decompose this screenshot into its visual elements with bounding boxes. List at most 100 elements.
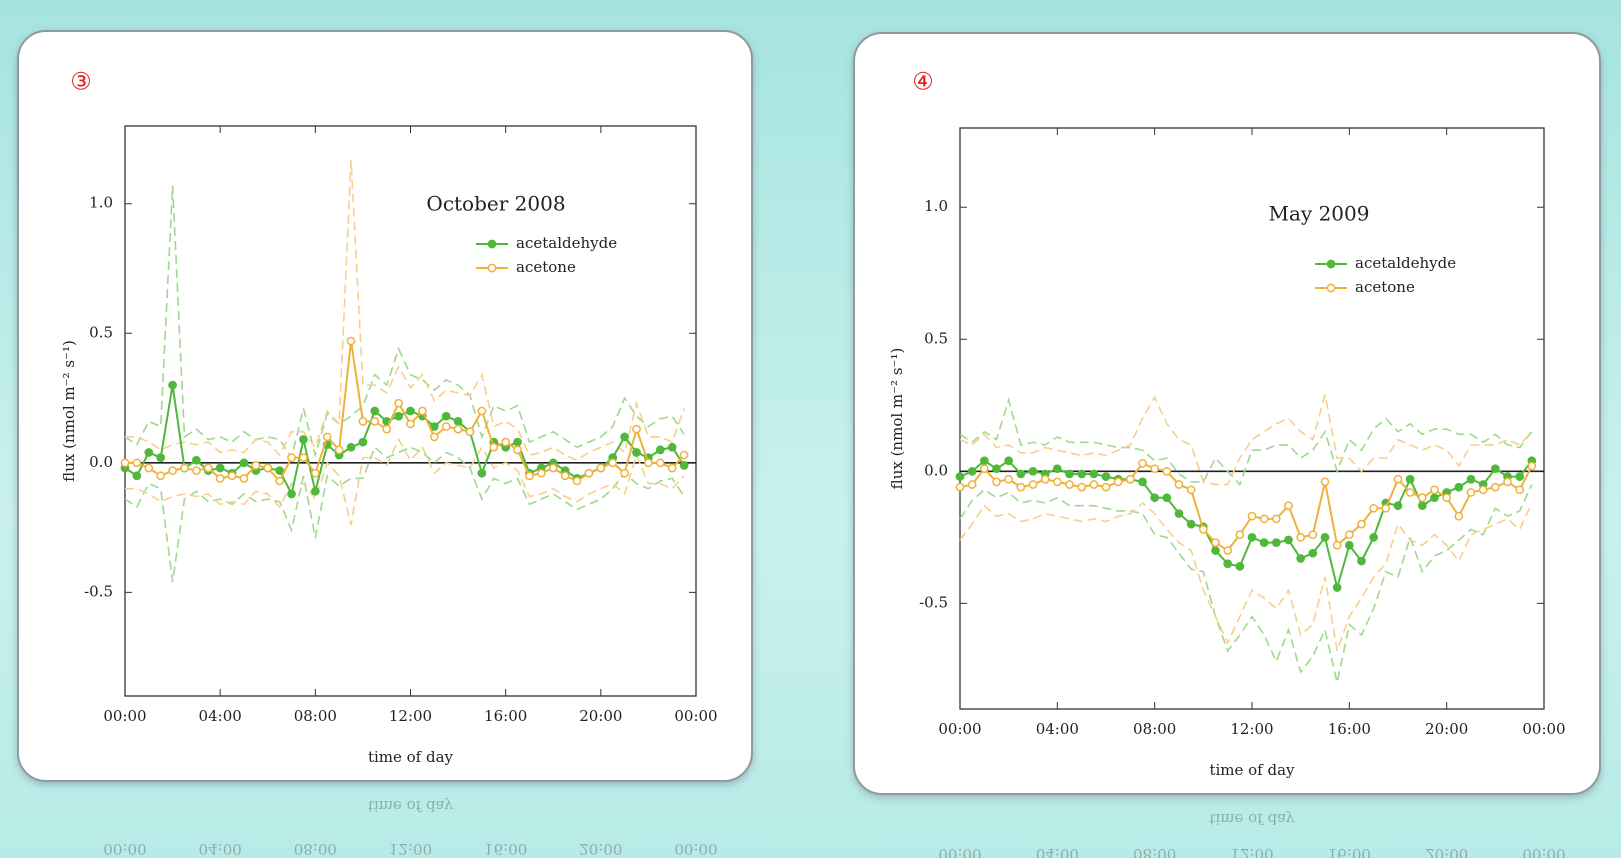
data-point [1296,554,1306,563]
panel-label: ③ [70,68,92,96]
data-point [1113,477,1123,487]
data-point [1284,535,1293,545]
data-point [1308,548,1318,558]
data-point [1004,456,1014,466]
data-point [192,455,201,465]
data-point [1466,488,1476,497]
data-point [1065,469,1074,479]
data-point [1430,493,1439,503]
legend-marker [1326,283,1336,293]
data-point [1174,480,1184,489]
envelope-line [125,437,685,526]
data-point [489,442,499,452]
data-point [525,471,534,481]
data-point [1162,466,1172,476]
data-point [215,463,225,473]
data-point [1417,493,1427,503]
data-point [1478,485,1488,495]
data-point [394,411,403,421]
data-point [370,417,380,426]
data-point [1515,485,1525,495]
envelope-line [959,397,1533,487]
data-point [513,445,522,455]
data-point [1101,472,1111,481]
data-point [1089,469,1099,479]
data-point [310,486,320,496]
x-tick-label-reflection: 12:00 [1230,845,1273,858]
data-point [667,442,677,452]
data-point [992,464,1001,474]
envelope-line [125,159,685,462]
data-point [429,432,439,442]
x-tick-label-reflection: 04:00 [199,840,242,858]
data-point [1198,525,1208,534]
data-point [1357,519,1366,529]
data-point [1308,530,1318,540]
x-tick-label: 12:00 [1230,720,1273,738]
data-point [1515,472,1525,481]
data-point [1320,532,1330,542]
data-point [275,476,284,486]
legend-marker [1326,259,1336,269]
data-point [1138,477,1147,487]
data-point [1065,480,1074,489]
data-point [203,463,213,473]
data-point [667,463,677,473]
legend-label: acetaldehyde [1355,254,1456,272]
data-point [1211,538,1220,547]
data-point [1040,474,1050,484]
data-point [632,448,641,457]
data-point [967,480,977,489]
x-tick-label: 00:00 [103,707,146,725]
legend-marker [487,263,497,273]
y-tick-label: 0.0 [89,453,113,471]
data-point [1369,503,1379,513]
legend-label: acetaldehyde [516,234,617,252]
data-point [1028,480,1038,489]
data-point [560,471,570,481]
x-tick-label-reflection: 04:00 [1036,845,1079,858]
x-axis-label-reflection: time of day [1209,810,1295,828]
envelope-line [124,445,685,583]
data-point [156,471,166,481]
data-point [1162,493,1172,503]
data-point [465,427,475,437]
data-point [418,406,427,416]
data-point [1028,466,1038,476]
data-point [299,435,308,444]
data-point [299,453,308,462]
data-point [1369,532,1379,542]
data-point [1527,461,1537,471]
x-tick-label-reflection: 12:00 [389,840,432,858]
data-point [144,463,154,473]
data-point [120,458,130,468]
data-point [441,411,451,421]
data-point [655,445,665,455]
x-tick-label-reflection: 00:00 [1522,845,1565,858]
data-point [1101,482,1111,492]
x-tick-label-reflection: 16:00 [1328,845,1371,858]
x-tick-label: 16:00 [1328,720,1371,738]
data-point [168,466,177,475]
data-point [979,456,989,466]
data-point [453,417,463,426]
data-point [620,468,629,478]
data-point [1417,501,1427,510]
legend-label: acetone [516,258,576,276]
data-point [1381,503,1391,513]
data-point [334,445,344,455]
data-point [1089,480,1099,489]
data-point [1077,469,1087,479]
data-point [537,468,546,478]
y-tick-label: -0.5 [919,593,948,611]
data-point [979,464,989,474]
data-point [992,477,1001,487]
data-point [1052,477,1062,487]
data-point [1259,538,1269,547]
x-axis-label-reflection: time of day [368,797,454,815]
x-tick-label: 04:00 [1036,720,1079,738]
data-point [156,453,166,462]
y-tick-label: 1.0 [924,197,948,215]
data-point [192,466,201,475]
data-point [275,466,284,475]
